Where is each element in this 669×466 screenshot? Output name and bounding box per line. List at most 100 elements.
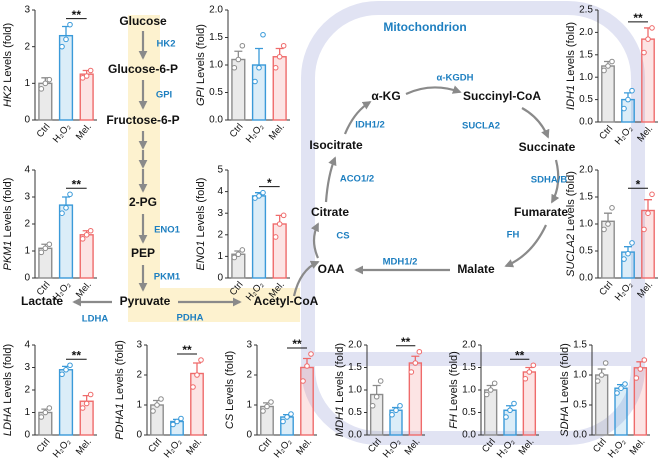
- data-point: [59, 371, 65, 378]
- y-tick-label: 4: [24, 340, 30, 351]
- data-point: [503, 414, 509, 420]
- data-point: [280, 42, 287, 49]
- data-point: [276, 53, 283, 60]
- y-tick-label: 4: [217, 186, 223, 197]
- y-tick-label: 1.0: [579, 219, 593, 230]
- data-point: [637, 366, 644, 372]
- data-point: [605, 221, 611, 227]
- significance-label: **: [72, 8, 82, 22]
- pathway-labels: Glucose Glucose-6-P Fructose-6-P 2-PG PEP Pyr…: [21, 14, 576, 324]
- data-point: [235, 56, 242, 63]
- x-tick-label: Mel.: [267, 121, 287, 142]
- error-bar: [193, 362, 201, 374]
- metabolite: Fructose-6-P: [106, 113, 179, 127]
- x-tick-label: H₂O₂: [162, 436, 185, 460]
- y-axis-title: Levels (fold): [2, 178, 14, 238]
- data-point: [252, 78, 258, 85]
- data-point: [170, 421, 176, 428]
- enzyme: PDHA: [177, 313, 204, 324]
- y-tick-label: 3: [24, 5, 30, 16]
- y-tick-label: 1.5: [209, 32, 223, 43]
- y-tick-label: 1.0: [348, 385, 362, 396]
- metabolite: Succinate: [519, 140, 576, 154]
- gene-name: FH: [448, 414, 460, 429]
- data-point: [272, 64, 279, 71]
- data-point: [158, 396, 164, 402]
- data-point: [393, 407, 399, 414]
- data-point: [46, 405, 53, 411]
- gene-name: CS: [224, 413, 236, 429]
- data-point: [38, 414, 45, 420]
- y-tick-label: 0.0: [209, 115, 223, 126]
- enzyme: CS: [336, 231, 349, 242]
- gene-name: IDH1: [565, 85, 577, 110]
- y-tick-label: 1.0: [462, 385, 476, 396]
- data-point: [487, 387, 494, 393]
- y-axis-label: LDHA Levels (fold): [2, 344, 14, 436]
- y-axis-title: Levels (fold): [195, 178, 207, 238]
- data-point: [507, 407, 513, 414]
- data-point: [633, 375, 640, 381]
- y-tick-label: 5: [217, 165, 223, 176]
- y-tick-label: 2: [136, 370, 142, 381]
- x-tick-label: H₂O₂: [244, 121, 267, 145]
- y-tick-label: 0: [246, 430, 252, 441]
- metabolite: Glucose: [119, 14, 167, 28]
- y-tick-label: 0.0: [579, 273, 593, 284]
- y-axis-title: Levels (fold): [2, 23, 14, 83]
- data-point: [483, 391, 490, 398]
- data-point: [511, 400, 517, 407]
- y-tick-label: 1.5: [579, 192, 593, 203]
- bar: [190, 372, 204, 436]
- data-point: [522, 375, 529, 382]
- y-axis-label: SUCLA2 Levels (fold): [565, 171, 577, 277]
- x-tick-label: Mel.: [74, 121, 94, 142]
- data-point: [67, 21, 73, 28]
- data-point: [67, 191, 73, 198]
- y-tick-label: 2.0: [579, 27, 593, 38]
- gene-name: HK2: [2, 86, 14, 107]
- y-tick-label: 1: [24, 246, 30, 257]
- y-tick-label: 2: [24, 41, 30, 52]
- metabolite: 2-PG: [129, 195, 157, 209]
- y-tick-label: 0.5: [579, 94, 593, 105]
- data-point: [629, 87, 635, 94]
- y-axis-label: CS Levels (fold): [224, 351, 236, 429]
- y-axis-label: PKM1 Levels (fold): [2, 178, 14, 271]
- data-point: [412, 360, 419, 366]
- data-point: [63, 366, 69, 373]
- enzyme: MDH1/2: [383, 257, 418, 268]
- y-axis-label: FH Levels (fold): [448, 351, 460, 429]
- y-axis-label: GPI Levels (fold): [195, 24, 207, 106]
- y-tick-label: 0.5: [462, 407, 476, 418]
- data-point: [83, 73, 90, 79]
- y-axis-title: Levels (fold): [559, 343, 571, 403]
- y-tick-label: 0.0: [348, 430, 362, 441]
- enzyme: LDHA: [82, 314, 109, 325]
- bar: [58, 204, 74, 279]
- significance-label: **: [292, 337, 302, 351]
- data-point: [526, 369, 533, 375]
- bar: [79, 73, 94, 121]
- enzyme: IDH1/2: [355, 120, 385, 131]
- y-axis-label: HK2 Levels (fold): [2, 23, 14, 107]
- metabolite: Glucose-6-P: [108, 62, 178, 76]
- y-tick-label: 3: [136, 340, 142, 351]
- data-point: [264, 403, 270, 410]
- y-tick-label: 1: [24, 407, 30, 418]
- x-tick-label: Ctrl: [35, 121, 53, 139]
- data-point: [645, 36, 651, 42]
- significance-label: **: [515, 348, 525, 362]
- gene-name: GPI: [195, 87, 207, 106]
- data-point: [641, 49, 647, 56]
- y-axis-title: Levels (fold): [2, 344, 14, 404]
- metabolite: Acetyl-CoA: [254, 294, 319, 308]
- data-point: [79, 236, 86, 242]
- data-point: [260, 408, 266, 414]
- y-tick-label: 1.5: [348, 362, 362, 373]
- data-point: [609, 205, 615, 211]
